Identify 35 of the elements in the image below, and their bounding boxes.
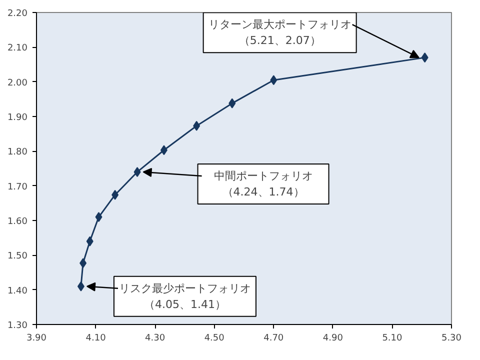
annotation: （4.05、1.41） [144, 298, 226, 311]
annotation: リスク最少ポートフォリオ [118, 282, 251, 295]
point [421, 52, 428, 63]
x-tick-label: 4.90 [322, 334, 344, 344]
annotation: （4.24、1.74） [222, 185, 304, 198]
x-tick-label: 4.50 [204, 334, 225, 344]
y-tick-label: 1.30 [7, 321, 28, 331]
point [228, 98, 236, 108]
annotation: リターン最大ポートフォリオ [208, 18, 352, 32]
point [112, 190, 119, 200]
annotation: （5.21、2.07） [238, 34, 321, 48]
y-tick-label: 1.50 [7, 252, 28, 262]
y-tick-label: 2.10 [7, 44, 28, 54]
x-tick-label: 4.10 [86, 334, 106, 344]
point [193, 120, 200, 131]
x-tick-label: 5.30 [441, 334, 462, 344]
x-tick-label: 5.10 [382, 334, 403, 344]
point [77, 281, 84, 292]
point [134, 166, 141, 177]
point [95, 212, 102, 222]
y-tick-label: 2.20 [7, 9, 28, 19]
y-tick-label: 1.90 [7, 113, 28, 123]
x-tick-label: 3.90 [26, 334, 47, 344]
y-tick-label: 1.70 [7, 182, 28, 192]
point [160, 145, 168, 156]
y-tick-label: 1.40 [7, 286, 28, 296]
point [86, 236, 94, 246]
y-tick-label: 1.80 [7, 148, 28, 158]
y-tick-label: 1.60 [7, 217, 28, 227]
point [270, 75, 278, 86]
x-tick-label: 4.30 [145, 334, 166, 344]
x-tick-label: 4.70 [264, 334, 284, 344]
annotation: 中間ポートフォリオ [214, 169, 313, 182]
point [80, 258, 87, 268]
y-tick-label: 2.00 [7, 78, 28, 88]
